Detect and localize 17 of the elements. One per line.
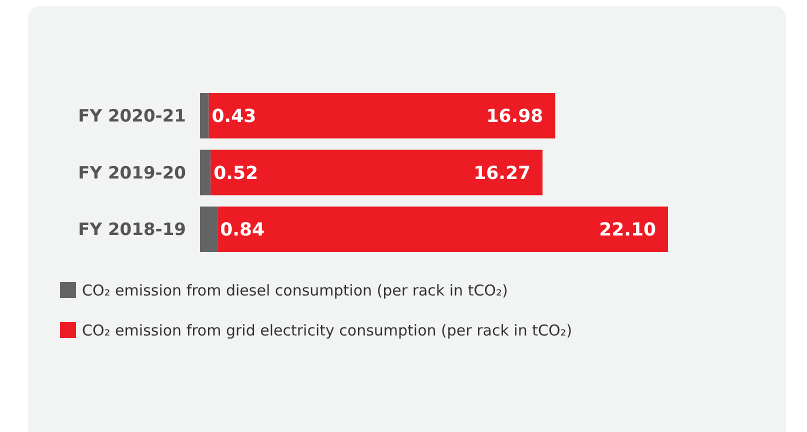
data-label: 0.84 bbox=[220, 220, 265, 241]
bar bbox=[200, 93, 209, 138]
bar bbox=[200, 150, 211, 196]
legend-label: CO₂ emission from grid electricity consumption (per rack in tCO₂) bbox=[82, 321, 572, 340]
bar bbox=[217, 206, 668, 252]
data-label: 22.10 bbox=[599, 220, 656, 241]
bar bbox=[208, 93, 556, 138]
y-tick-label: FY 2020-21 bbox=[78, 106, 186, 127]
bar bbox=[210, 150, 543, 196]
bar bbox=[200, 206, 218, 252]
data-label: 0.43 bbox=[212, 106, 256, 128]
data-label: 16.27 bbox=[474, 162, 531, 184]
data-label: 16.98 bbox=[486, 106, 544, 128]
legend-label: CO₂ emission from diesel consumption (per rack in tCO₂) bbox=[82, 281, 508, 300]
y-tick-label: FY 2018-19 bbox=[78, 220, 186, 240]
y-tick-label: FY 2019-20 bbox=[78, 163, 186, 184]
data-label: 0.52 bbox=[214, 162, 258, 184]
